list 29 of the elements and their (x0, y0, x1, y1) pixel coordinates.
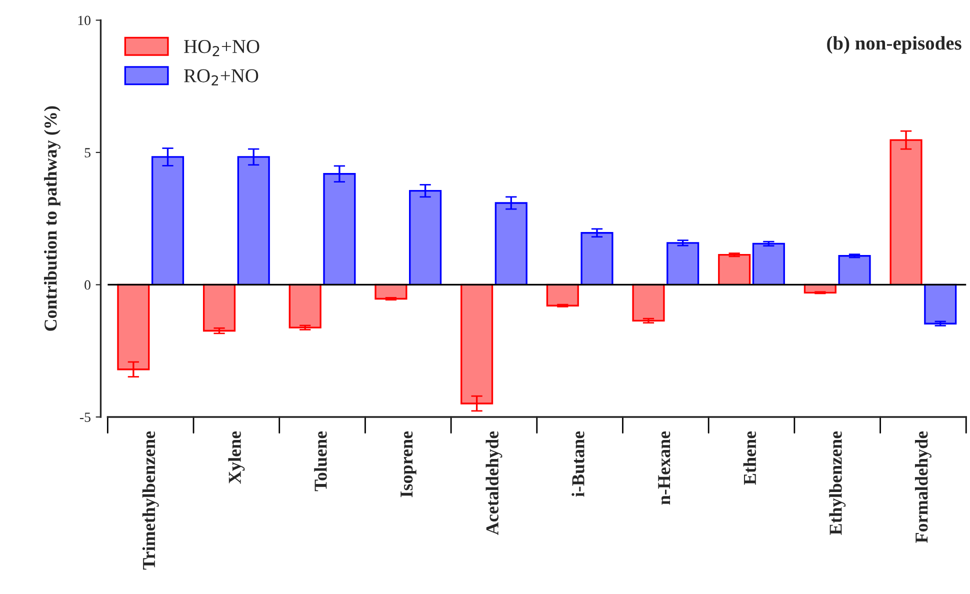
x-tick-label: Ethylbenzene (829, 431, 846, 535)
bar (666, 242, 700, 286)
text: (b) non-episodes (827, 36, 962, 54)
bar (580, 232, 614, 286)
bar (288, 284, 322, 328)
bar (718, 254, 751, 286)
x-tick-label: n-Hexane (658, 431, 670, 505)
x-tick-label: Toluene (314, 431, 327, 492)
bar (752, 242, 785, 286)
y-tick-label: 0 (84, 280, 90, 290)
y-tick-label: -5 (80, 412, 90, 422)
x-tick-label: Ethene (743, 431, 756, 485)
x-tick-label: Formaldehyde (914, 431, 932, 543)
bar (546, 284, 579, 306)
bar (924, 284, 957, 324)
x-tick-label: Xylene (228, 431, 245, 484)
bar (632, 284, 665, 322)
bar (409, 190, 442, 286)
bar (202, 284, 236, 332)
legend-label: RO$_{2}$+NO (184, 69, 258, 86)
x-tick-label: Acetaldehyde (486, 431, 502, 536)
x-tick-label: Isoprene (400, 431, 416, 498)
y-tick-label: 5 (84, 148, 90, 158)
legend-label: HO$_{2}$+NO (184, 40, 260, 56)
x-tick-label: i-Butane (572, 431, 584, 497)
x-tick-label: Trimethylbenzene (142, 431, 159, 570)
y-axis-title: Contribution to pathway (%) (44, 106, 60, 331)
bar (838, 255, 871, 286)
y-tick-label: 10 (78, 16, 90, 26)
